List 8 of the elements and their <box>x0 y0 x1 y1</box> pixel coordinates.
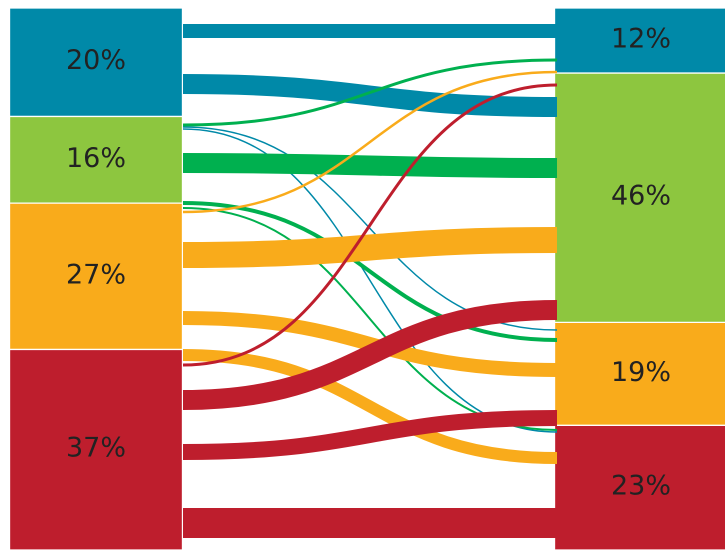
data-label: 27% <box>66 259 126 290</box>
data-label: 19% <box>610 356 672 388</box>
data-label: 20% <box>66 45 126 76</box>
data-label: 46% <box>610 180 672 212</box>
data-label: 37% <box>66 432 126 464</box>
data-label: 12% <box>610 24 672 55</box>
data-label: 16% <box>66 142 126 174</box>
data-label: 23% <box>610 470 672 502</box>
